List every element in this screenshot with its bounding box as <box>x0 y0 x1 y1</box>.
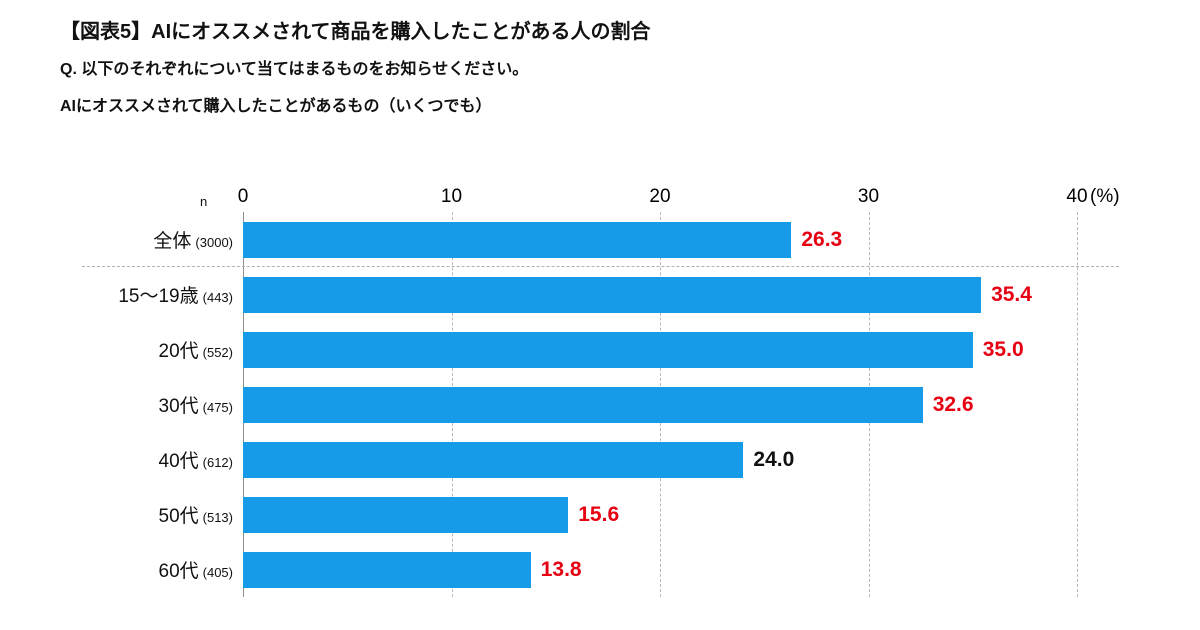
row-label: 40代 (612) <box>88 446 243 473</box>
chart-header: 【図表5】AIにオススメされて商品を購入したことがある人の割合 Q. 以下のそれ… <box>60 20 651 134</box>
n-value: (475) <box>202 400 233 415</box>
bar <box>243 441 744 478</box>
bar-area: 15.6 <box>243 496 1077 533</box>
chart-row: 20代 (552) 35.0 <box>88 322 1077 377</box>
category-label: 20代 <box>158 341 199 362</box>
bar <box>243 496 569 533</box>
bar <box>243 276 982 313</box>
question-line-1: Q. 以下のそれぞれについて当てはまるものをお知らせください。 <box>60 61 529 78</box>
row-label: 全体 (3000) <box>88 226 243 253</box>
n-value: (552) <box>202 345 233 360</box>
chart-rows: 全体 (3000) 26.3 15～19歳 (443) 35.4 20代 (552) 35.0 3… <box>82 212 1119 597</box>
bar-chart: n (%) 0 10 20 30 40 全体 (3000) 26.3 15～19歳 (443) 3… <box>82 180 1120 597</box>
category-label: 全体 <box>153 231 192 252</box>
value-label: 35.4 <box>991 282 1032 306</box>
axis-tick-label: 10 <box>440 186 463 207</box>
value-label: 35.0 <box>982 337 1024 361</box>
chart-row: 40代 (612) 24.0 <box>88 432 1077 487</box>
row-label: 20代 (552) <box>88 336 243 363</box>
value-label: 13.8 <box>540 557 582 581</box>
category-label: 60代 <box>158 561 199 582</box>
bar <box>243 386 923 423</box>
row-label: 15～19歳 (443) <box>88 281 243 308</box>
bar-area: 35.0 <box>243 331 1077 368</box>
category-label: 15～19歳 <box>118 286 199 307</box>
bar-area: 13.8 <box>243 551 1077 588</box>
n-value: (513) <box>202 510 233 525</box>
bar-area: 35.4 <box>243 276 1077 313</box>
axis-tick-label: 40 <box>1066 186 1088 207</box>
value-label: 26.3 <box>801 227 843 251</box>
chart-row: 60代 (405) 13.8 <box>88 542 1077 597</box>
row-label: 50代 (513) <box>88 501 243 528</box>
value-label: 32.6 <box>932 392 974 416</box>
chart-row: 50代 (513) 15.6 <box>88 487 1077 542</box>
chart-row: 30代 (475) 32.6 <box>88 377 1077 432</box>
figure-title: 【図表5】AIにオススメされて商品を購入したことがある人の割合 <box>60 21 651 43</box>
question-line-2: AIにオススメされて購入したことがあるもの（いくつでも） <box>60 98 492 115</box>
bar <box>243 331 973 368</box>
n-value: (443) <box>202 290 233 305</box>
axis-tick-row: (%) 0 10 20 30 40 <box>238 180 1120 212</box>
category-label: 50代 <box>158 506 199 527</box>
n-value: (612) <box>202 455 233 470</box>
chart-row: 15～19歳 (443) 35.4 <box>88 267 1077 322</box>
bar-area: 32.6 <box>243 386 1077 423</box>
bar <box>243 551 531 588</box>
bar-area: 26.3 <box>243 221 1077 258</box>
axis-tick-label: 0 <box>237 186 249 207</box>
axis-tick-label: 20 <box>649 186 671 207</box>
value-label: 15.6 <box>578 502 620 526</box>
category-label: 30代 <box>158 396 199 417</box>
n-value: (405) <box>202 565 233 580</box>
category-label: 40代 <box>158 451 199 472</box>
n-label: n <box>200 194 208 209</box>
n-value: (3000) <box>195 235 233 250</box>
value-label: 24.0 <box>753 447 795 471</box>
unit-label: (%) <box>1090 186 1120 207</box>
row-label: 60代 (405) <box>88 556 243 583</box>
chart-row: 全体 (3000) 26.3 <box>82 212 1119 267</box>
bar-area: 24.0 <box>243 441 1077 478</box>
bar <box>243 221 792 258</box>
axis-tick-label: 30 <box>857 186 880 207</box>
gridline <box>1077 212 1078 597</box>
row-label: 30代 (475) <box>88 391 243 418</box>
